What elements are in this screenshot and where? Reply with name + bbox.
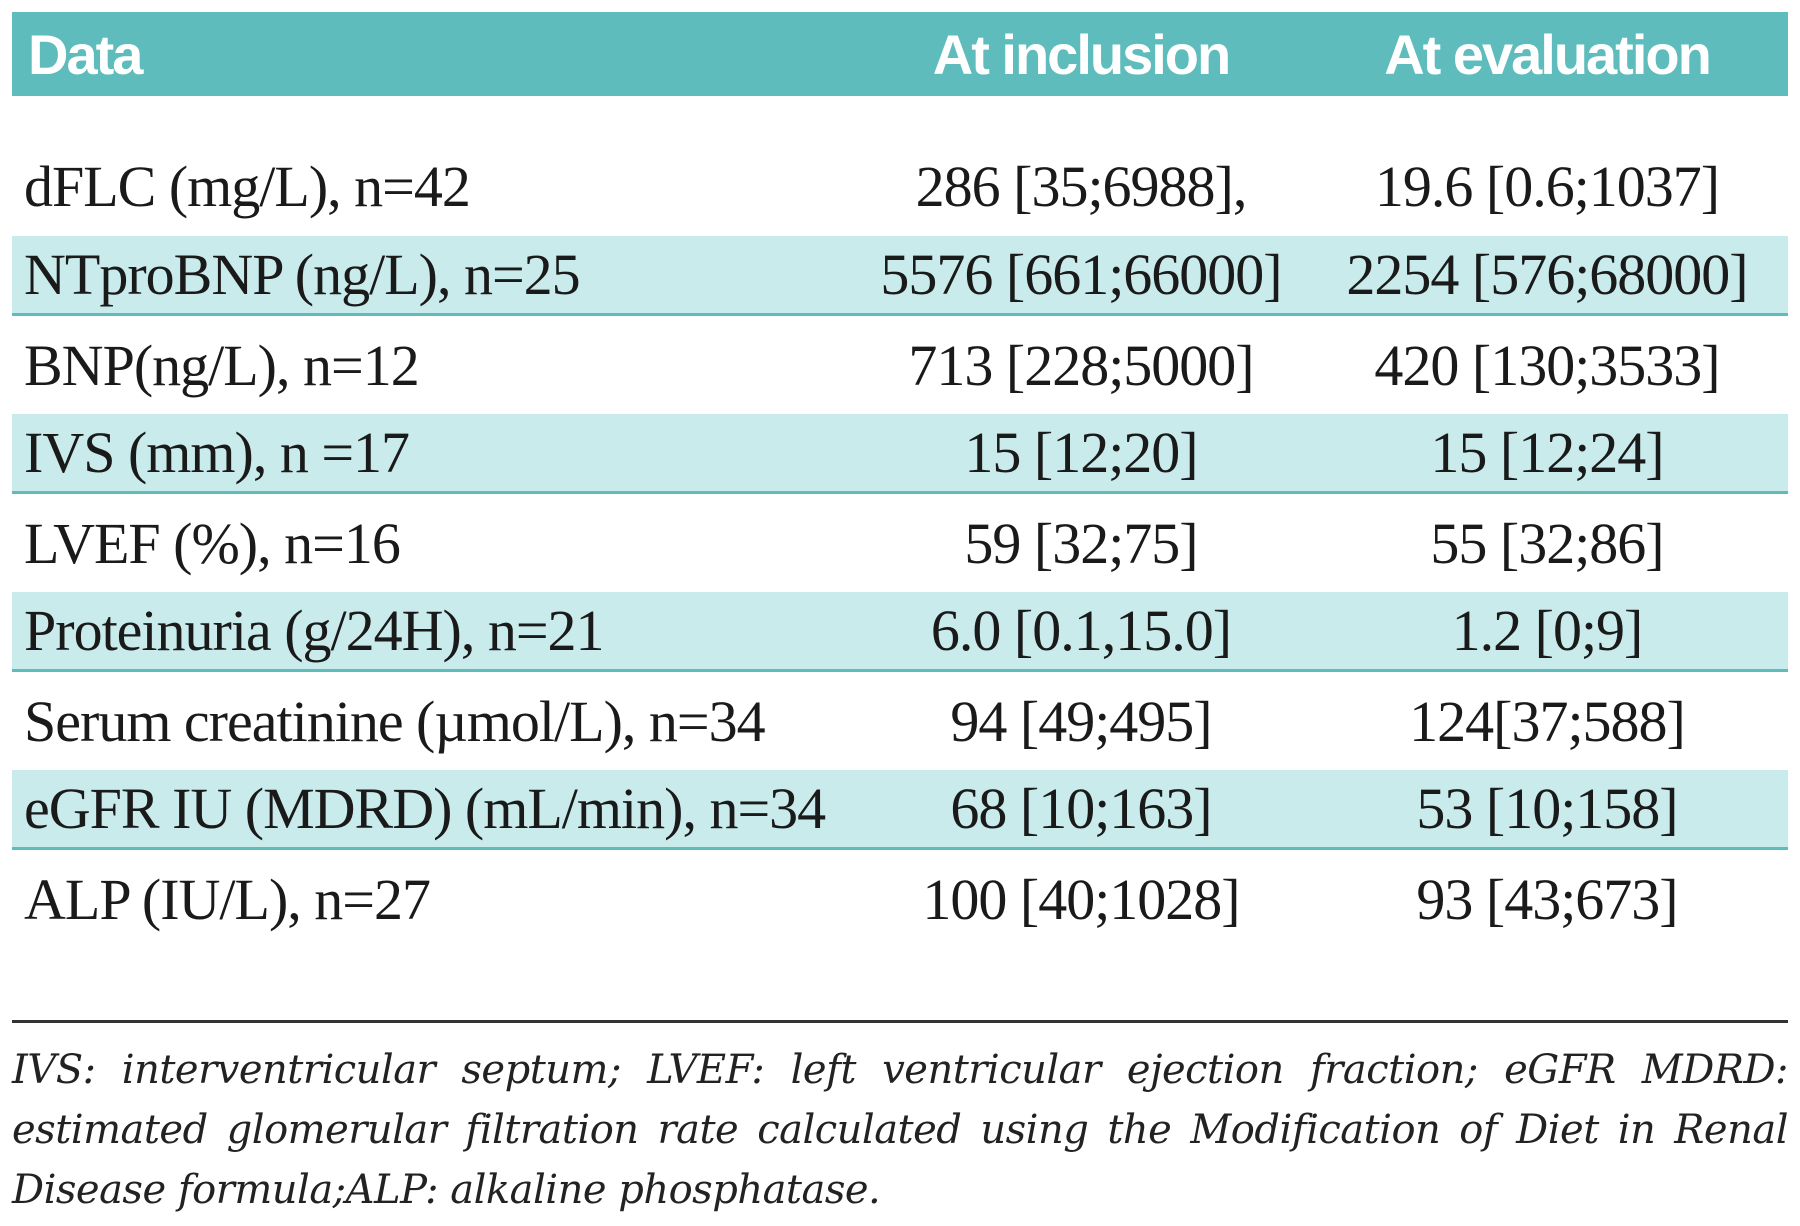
row-inclusion: 15 [12;20]	[964, 420, 1198, 485]
data-table: Data At inclusion At evaluation dFLC (mg…	[12, 12, 1788, 948]
row-inclusion: 5576 [661;66000]	[880, 242, 1282, 307]
row-inclusion: 100 [40;1028]	[922, 866, 1240, 932]
row-evaluation: 1.2 [0;9]	[1451, 598, 1644, 663]
row-evaluation: 2254 [576;68000]	[1346, 242, 1748, 307]
table-footnote: IVS: interventricular septum; LVEF: left…	[12, 1047, 1789, 1213]
header-data: Data	[28, 22, 143, 86]
header-spacer	[12, 96, 1788, 136]
row-label: BNP(ng/L), n=12	[24, 332, 420, 398]
row-evaluation: 15 [12;24]	[1430, 420, 1664, 485]
row-evaluation: 19.6 [0.6;1037]	[1374, 153, 1720, 219]
row-label: ALP (IU/L), n=27	[24, 866, 431, 932]
row-inclusion: 68 [10;163]	[950, 776, 1212, 841]
table-row: IVS (mm), n =17 15 [12;20] 15 [12;24]	[12, 414, 1788, 494]
row-inclusion: 94 [49;495]	[950, 688, 1212, 754]
row-label: Proteinuria (g/24H), n=21	[24, 598, 605, 663]
table-row: LVEF (%), n=16 59 [32;75] 55 [32;86]	[12, 494, 1788, 592]
row-evaluation: 124[37;588]	[1409, 688, 1686, 754]
footnote-divider	[12, 1020, 1788, 1023]
row-evaluation: 420 [130;3533]	[1374, 332, 1720, 398]
table-row: dFLC (mg/L), n=42 286 [35;6988], 19.6 [0…	[12, 136, 1788, 236]
table-row: Serum creatinine (µmol/L), n=34 94 [49;4…	[12, 672, 1788, 770]
row-evaluation: 55 [32;86]	[1430, 510, 1664, 576]
row-evaluation: 53 [10;158]	[1416, 776, 1678, 841]
row-inclusion: 6.0 [0.1,15.0]	[930, 598, 1232, 663]
table-row: ALP (IU/L), n=27 100 [40;1028] 93 [43;67…	[12, 850, 1788, 948]
header-at-evaluation: At evaluation	[1384, 22, 1712, 86]
row-label: eGFR IU (MDRD) (mL/min), n=34	[24, 776, 826, 841]
row-inclusion: 286 [35;6988],	[915, 153, 1248, 219]
table-row: BNP(ng/L), n=12 713 [228;5000] 420 [130;…	[12, 316, 1788, 414]
header-at-inclusion: At inclusion	[932, 22, 1231, 86]
row-inclusion: 713 [228;5000]	[908, 332, 1254, 398]
row-label: dFLC (mg/L), n=42	[24, 153, 471, 219]
row-inclusion: 59 [32;75]	[964, 510, 1198, 576]
table-row: NTproBNP (ng/L), n=25 5576 [661;66000] 2…	[12, 236, 1788, 316]
table-row: Proteinuria (g/24H), n=21 6.0 [0.1,15.0]…	[12, 592, 1788, 672]
row-evaluation: 93 [43;673]	[1416, 866, 1678, 932]
table-header-row: Data At inclusion At evaluation	[12, 12, 1788, 96]
row-label: LVEF (%), n=16	[24, 510, 401, 576]
row-label: NTproBNP (ng/L), n=25	[24, 242, 581, 307]
row-label: Serum creatinine (µmol/L), n=34	[24, 688, 766, 754]
row-label: IVS (mm), n =17	[24, 420, 410, 485]
table-row: eGFR IU (MDRD) (mL/min), n=34 68 [10;163…	[12, 770, 1788, 850]
